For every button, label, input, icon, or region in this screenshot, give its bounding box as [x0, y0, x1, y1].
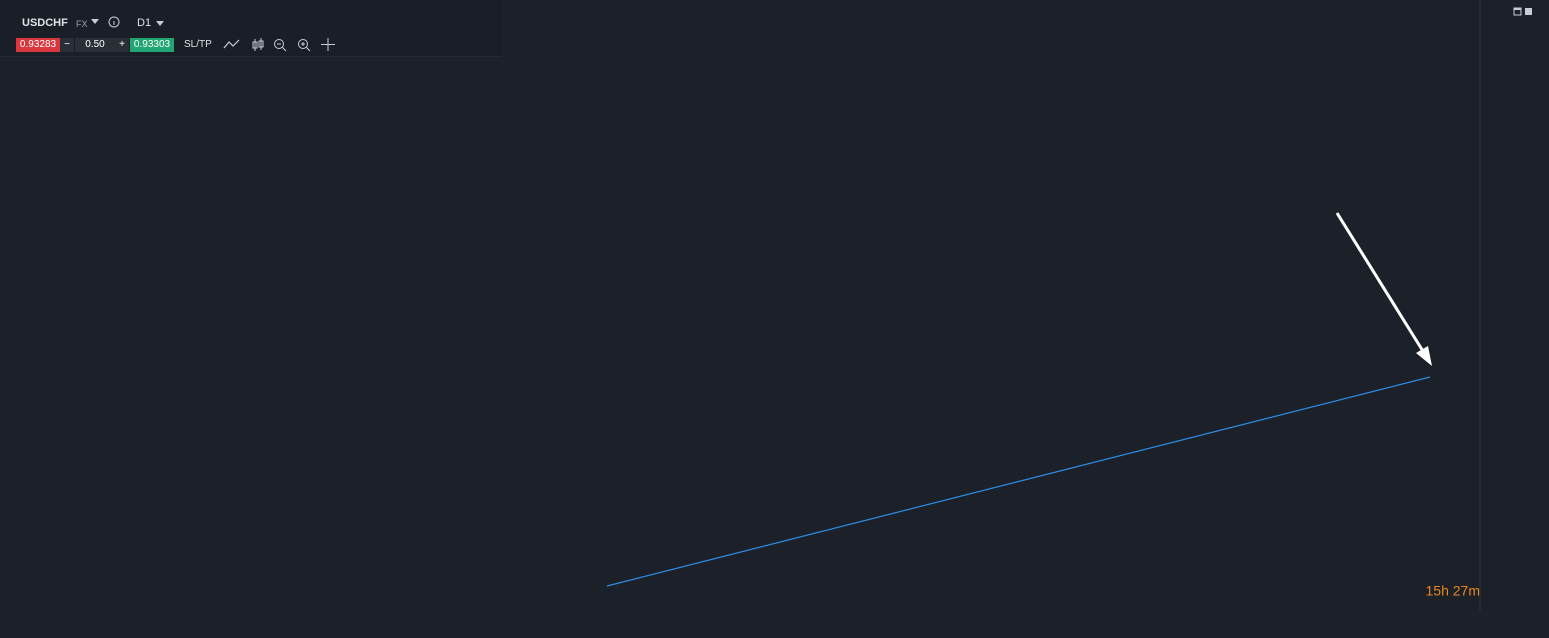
window-icons[interactable]: [1513, 6, 1533, 18]
decrease-lot[interactable]: −: [60, 38, 74, 52]
toolbar: USDCHF FX D1 0.93283 − 0.50 + 0.93303 SL…: [0, 0, 502, 57]
market: FX: [76, 19, 88, 29]
lot-size[interactable]: 0.50: [75, 38, 115, 52]
arrow-shaft: [1335, 212, 1428, 357]
info-icon[interactable]: [108, 16, 120, 28]
increase-lot[interactable]: +: [115, 38, 129, 52]
bid-price[interactable]: 0.93283: [16, 38, 60, 52]
symbol[interactable]: USDCHF: [22, 17, 68, 29]
ask-price[interactable]: 0.93303: [130, 38, 174, 52]
trend-line: [606, 376, 1431, 587]
countdown: 15h 27m: [1426, 583, 1480, 599]
arrow-head: [1416, 346, 1432, 366]
dropdown-icon[interactable]: [91, 19, 99, 25]
dropdown-icon[interactable]: [156, 21, 164, 27]
sltp-button[interactable]: SL/TP: [184, 39, 212, 50]
timeframe[interactable]: D1: [137, 17, 152, 29]
tool-icons[interactable]: [222, 36, 342, 54]
